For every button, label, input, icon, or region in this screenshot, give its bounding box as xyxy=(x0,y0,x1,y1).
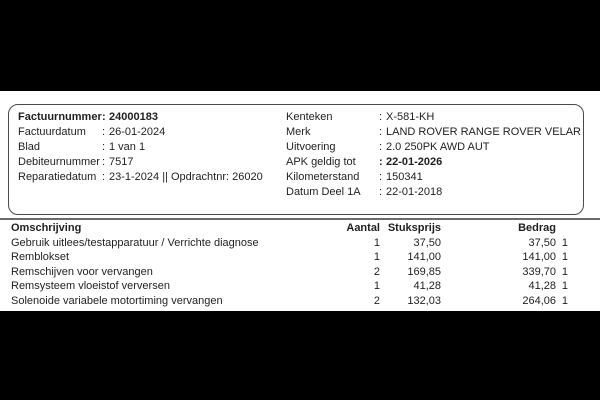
table-right-padding xyxy=(568,294,600,309)
field-kenteken: Kenteken: X-581-KH xyxy=(286,110,578,125)
field-debiteurnummer: Debiteurnummer:7517 xyxy=(18,155,288,170)
item-vat-code: 1 xyxy=(561,251,568,264)
item-quantity: 1 xyxy=(373,236,380,249)
invoice-details-column: Factuurnummer:24000183 Factuurdatum:26-0… xyxy=(18,110,288,185)
item-amount: 37,50 xyxy=(528,236,556,249)
field-label: Factuurnummer xyxy=(18,111,102,123)
colon-separator: : xyxy=(102,171,106,183)
item-description: Remschijven voor vervangen xyxy=(11,265,153,278)
item-description: Remblokset xyxy=(11,251,70,264)
item-vat-code: 1 xyxy=(561,236,568,249)
colon-separator: : xyxy=(379,126,383,138)
item-amount: 264,06 xyxy=(522,294,556,307)
table-right-padding xyxy=(568,279,600,294)
colon-separator: : xyxy=(379,156,383,168)
colon-separator: : xyxy=(102,126,106,138)
item-quantity: 1 xyxy=(373,280,380,293)
field-label: Reparatiedatum xyxy=(18,171,97,183)
field-value: 1 van 1 xyxy=(109,141,146,153)
field-label: Kenteken xyxy=(286,111,333,123)
field-uitvoering: Uitvoering:2.0 250PK AWD AUT xyxy=(286,140,578,155)
item-vat-code: 1 xyxy=(561,280,568,293)
field-label: Merk xyxy=(286,126,311,138)
item-quantity: 1 xyxy=(373,251,380,264)
field-datum-deel-1a: Datum Deel 1A:22-01-2018 xyxy=(286,185,578,200)
field-value: 22-01-2026 xyxy=(386,156,443,168)
table-right-padding xyxy=(568,250,600,265)
item-unit-price: 37,50 xyxy=(413,236,441,249)
field-value: LAND ROVER RANGE ROVER VELAR xyxy=(386,126,581,138)
field-apk-geldig-tot: APK geldig tot:22-01-2026 xyxy=(286,155,578,170)
field-label: Datum Deel 1A xyxy=(286,186,361,198)
field-value: 23-1-2024 || Opdrachtnr: 26020 xyxy=(109,171,263,183)
column-header-omschrijving: Omschrijving xyxy=(11,222,82,234)
item-unit-price: 41,28 xyxy=(413,280,441,293)
table-separator-line xyxy=(0,218,600,220)
item-description: Gebruik uitlees/testapparatuur / Verrich… xyxy=(11,236,259,249)
table-row: Solenoide variabele motortiming vervange… xyxy=(0,294,600,309)
table-right-padding xyxy=(568,236,600,251)
column-header-aantal: Aantal xyxy=(346,222,380,234)
column-header-bedrag: Bedrag xyxy=(518,222,556,234)
field-value: 7517 xyxy=(109,156,134,168)
colon-separator: : xyxy=(102,156,106,168)
field-label: Uitvoering xyxy=(286,141,336,153)
table-row: Gebruik uitlees/testapparatuur / Verrich… xyxy=(0,236,600,251)
column-header-stuksprijs: Stuksprijs xyxy=(387,222,441,234)
table-row: Remsysteem vloeistof verversen 1 41,28 4… xyxy=(0,279,600,294)
item-quantity: 2 xyxy=(373,265,380,278)
item-quantity: 2 xyxy=(373,294,380,307)
item-description: Solenoide variabele motortiming vervange… xyxy=(11,294,223,307)
item-vat-code: 1 xyxy=(561,265,568,278)
table-row: Remblokset 1 141,00 141,00 1 xyxy=(0,250,600,265)
item-amount: 41,28 xyxy=(528,280,556,293)
field-label: Factuurdatum xyxy=(18,126,86,138)
field-blad: Blad:1 van 1 xyxy=(18,140,288,155)
field-value: 24000183 xyxy=(109,111,158,123)
field-label: APK geldig tot xyxy=(286,156,356,168)
field-value: 2.0 250PK AWD AUT xyxy=(386,141,490,153)
field-value: 150341 xyxy=(386,171,423,183)
invoice-sheet: Factuurnummer:24000183 Factuurdatum:26-0… xyxy=(0,91,600,311)
field-factuurnummer: Factuurnummer:24000183 xyxy=(18,110,288,125)
line-items-table: Omschrijving Aantal Stuksprijs Bedrag Ge… xyxy=(0,221,600,309)
table-header-row: Omschrijving Aantal Stuksprijs Bedrag xyxy=(0,221,600,236)
field-label: Debiteurnummer xyxy=(18,156,100,168)
item-amount: 141,00 xyxy=(522,251,556,264)
item-unit-price: 132,03 xyxy=(407,294,441,307)
item-unit-price: 169,85 xyxy=(407,265,441,278)
colon-separator: : xyxy=(379,141,383,153)
table-row: Remschijven voor vervangen 2 169,85 339,… xyxy=(0,265,600,280)
column-header-btw-code xyxy=(556,221,568,236)
field-merk: Merk: LAND ROVER RANGE ROVER VELAR xyxy=(286,125,581,140)
table-right-padding xyxy=(568,265,600,280)
field-value: 22-01-2018 xyxy=(386,186,443,198)
item-description: Remsysteem vloeistof verversen xyxy=(11,280,170,293)
field-label: Kilometerstand xyxy=(286,171,360,183)
vehicle-details-column: Kenteken: X-581-KH Merk: LAND ROVER RANGE … xyxy=(286,110,581,200)
field-label: Blad xyxy=(18,141,41,153)
item-vat-code: 1 xyxy=(561,294,568,307)
field-value: X-581-KH xyxy=(386,111,435,123)
colon-separator: : xyxy=(102,111,106,123)
field-reparatiedatum: Reparatiedatum:23-1-2024 || Opdrachtnr: … xyxy=(18,170,288,185)
colon-separator: : xyxy=(379,171,383,183)
field-value: 26-01-2024 xyxy=(109,126,166,138)
colon-separator: : xyxy=(379,186,383,198)
invoice-header-box: Factuurnummer:24000183 Factuurdatum:26-0… xyxy=(8,104,584,215)
colon-separator: : xyxy=(379,111,383,123)
field-factuurdatum: Factuurdatum:26-01-2024 xyxy=(18,125,288,140)
colon-separator: : xyxy=(102,141,106,153)
item-amount: 339,70 xyxy=(522,265,556,278)
table-right-padding xyxy=(568,221,600,236)
field-kilometerstand: Kilometerstand:150341 xyxy=(286,170,578,185)
item-unit-price: 141,00 xyxy=(407,251,441,264)
